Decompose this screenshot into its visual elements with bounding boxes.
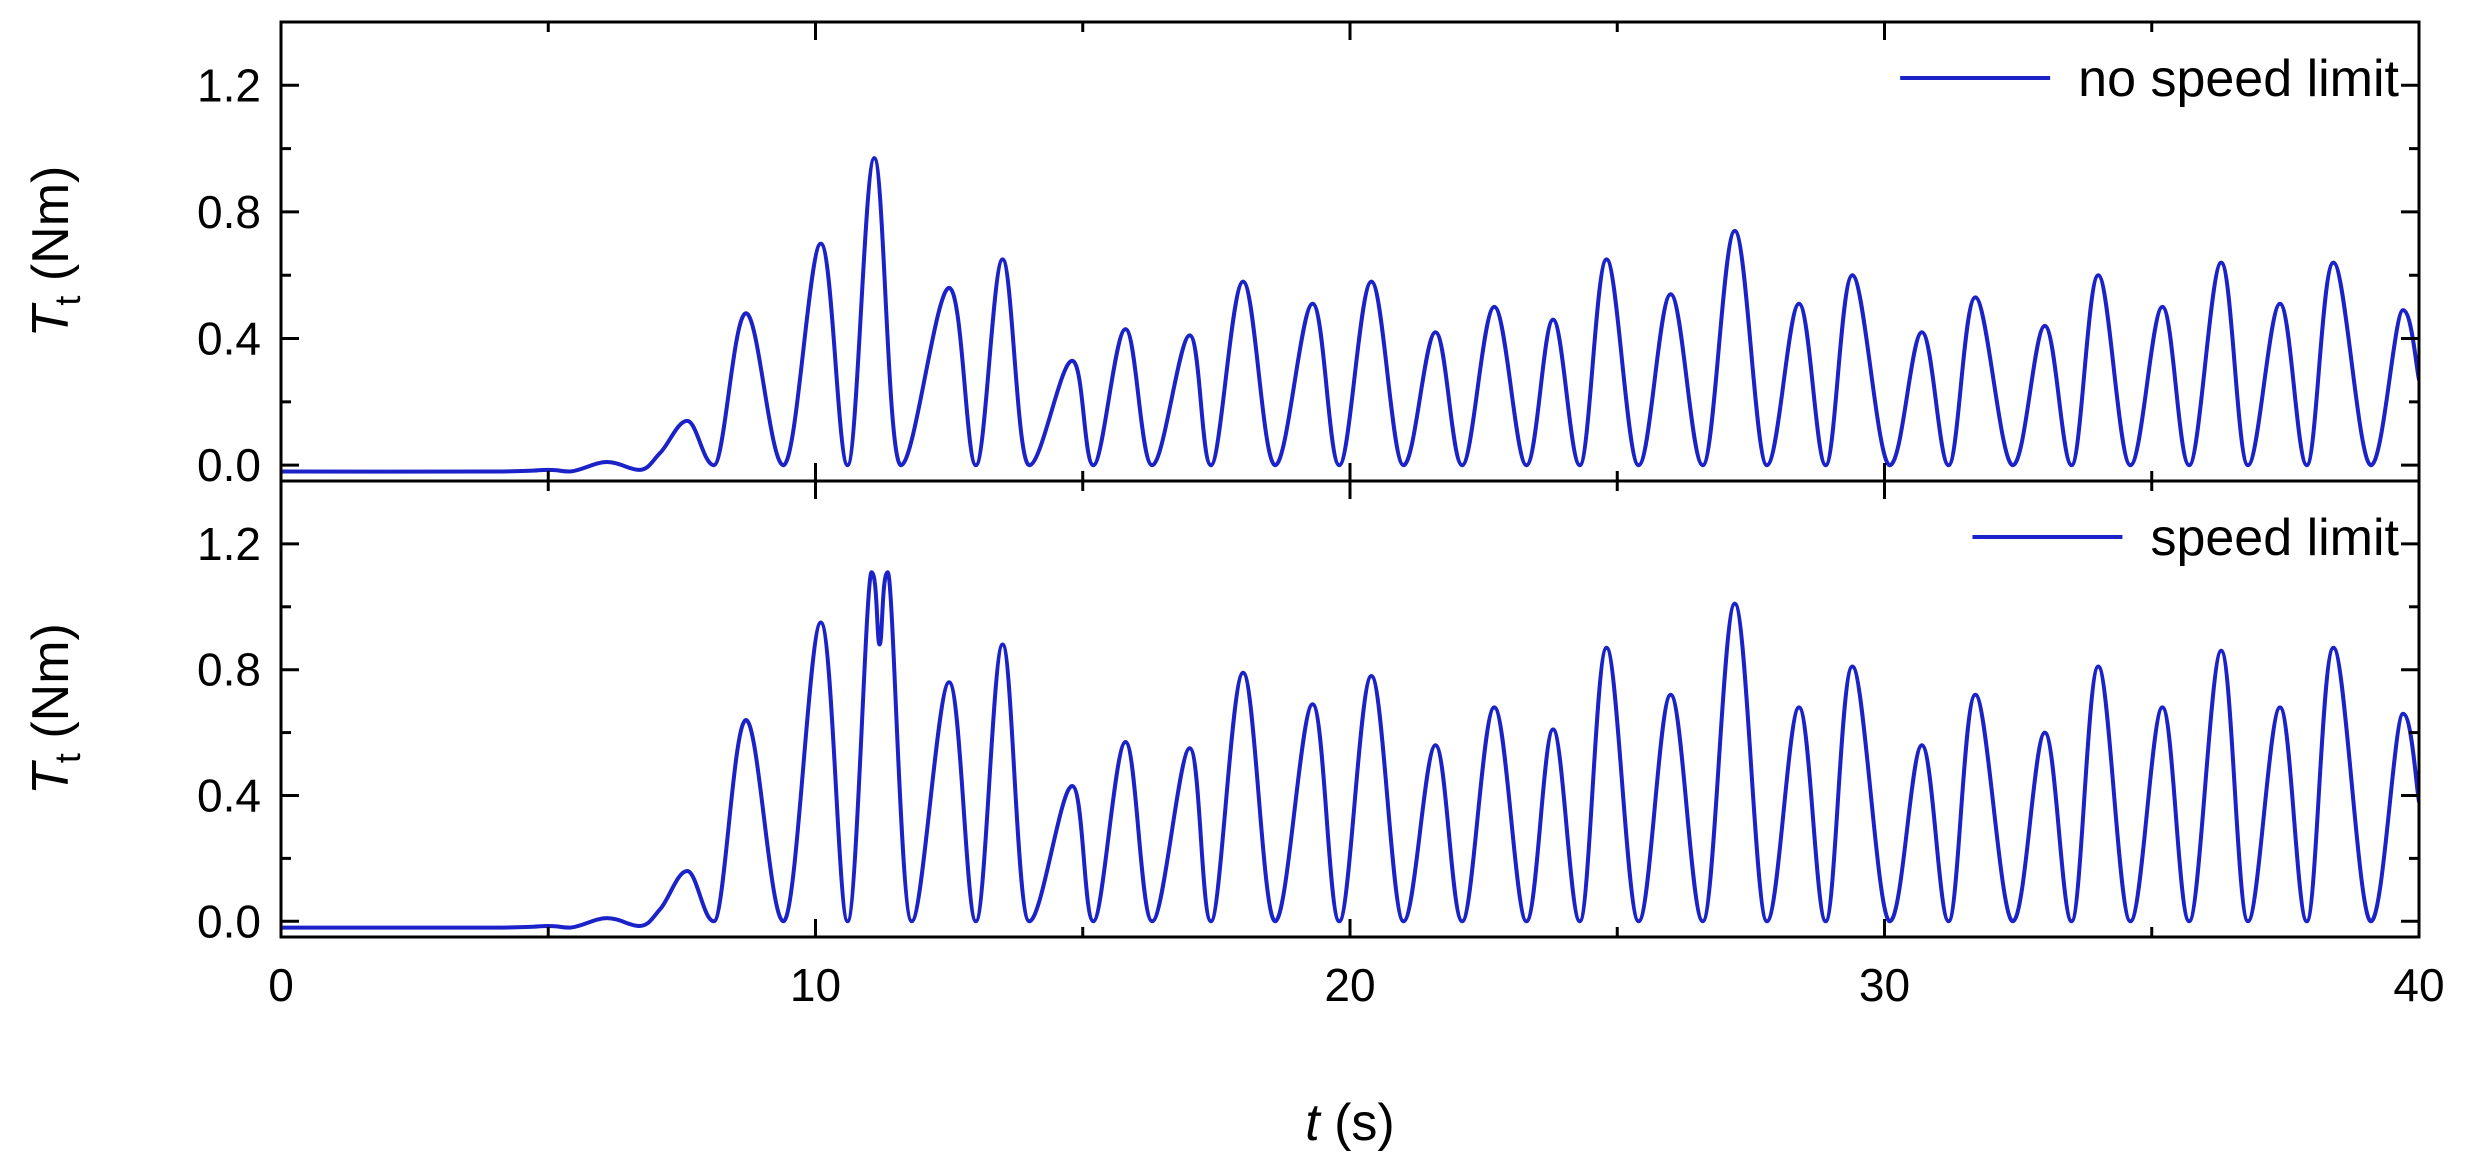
y-axis-label: Tt (Nm) xyxy=(22,166,88,338)
legend-label: speed limit xyxy=(2150,509,2399,567)
x-tick-label: 40 xyxy=(2393,959,2444,1011)
x-axis-label: t (s) xyxy=(1305,1094,1395,1152)
x-tick-label: 30 xyxy=(1859,959,1910,1011)
series-line xyxy=(281,570,2419,930)
x-tick-label: 10 xyxy=(790,959,841,1011)
y-axis-subscript: t xyxy=(47,753,88,763)
y-tick-label: 0.4 xyxy=(197,313,261,365)
y-tick-label: 0.0 xyxy=(197,439,261,491)
panel-1: no speed limit 0.0 0.4 0.8 1.2 Tt (Nm) xyxy=(22,20,2421,491)
y-tick-label: 0.0 xyxy=(197,895,261,947)
x-axis-var: t xyxy=(1305,1094,1322,1152)
y-axis-var: T xyxy=(22,302,80,337)
legend-label: no speed limit xyxy=(2078,50,2399,108)
y-tick-label: 0.8 xyxy=(197,644,261,696)
y-tick-label: 1.2 xyxy=(197,59,261,111)
y-axis-label: Tt (Nm) xyxy=(22,623,88,795)
y-tick-label: 0.4 xyxy=(197,769,261,821)
y-axis-unit: (Nm) xyxy=(22,166,80,296)
y-tick-label: 0.8 xyxy=(197,186,261,238)
x-axis-unit: (s) xyxy=(1320,1094,1395,1152)
y-axis-subscript: t xyxy=(47,296,88,306)
x-tick-label: 0 xyxy=(268,959,294,1011)
panel-2: speed limit 0.0 0.4 0.8 1.2 Tt (Nm) 0 10 20 30 40 t… xyxy=(22,479,2445,1152)
y-tick-label: 1.2 xyxy=(197,518,261,570)
x-tick-label: 20 xyxy=(1324,959,1375,1011)
y-axis-var: T xyxy=(22,760,80,795)
series-line xyxy=(281,156,2419,474)
y-axis-unit: (Nm) xyxy=(22,623,80,753)
